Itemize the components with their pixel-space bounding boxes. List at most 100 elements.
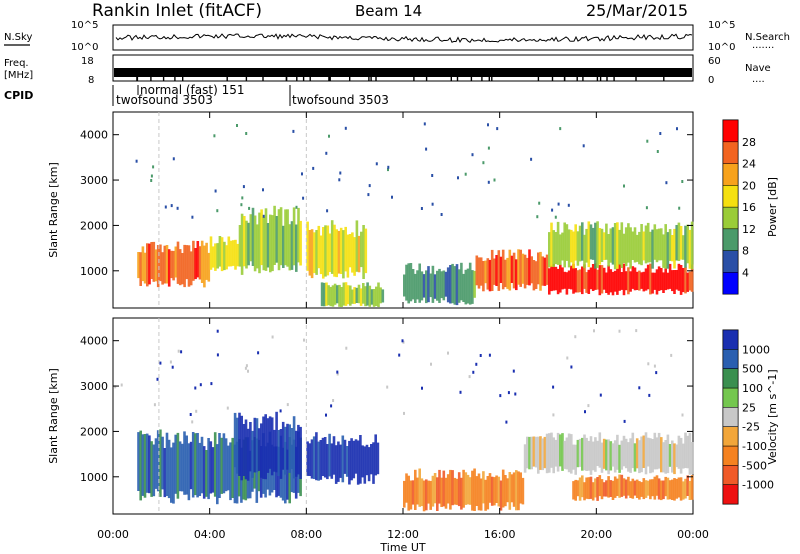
data-cell xyxy=(644,268,648,291)
power-panel: Slant Range [km] 1000 2000 3000 4000 4 8 12 16… xyxy=(47,111,779,309)
data-cell xyxy=(651,439,654,473)
data-cell xyxy=(297,207,300,263)
data-cell xyxy=(344,282,348,306)
data-cell xyxy=(236,243,239,267)
data-cell xyxy=(207,252,211,282)
data-cell xyxy=(444,477,448,509)
data-cell xyxy=(165,245,169,284)
data-cell xyxy=(135,159,138,163)
data-cell xyxy=(143,252,147,284)
data-cell xyxy=(436,477,439,511)
data-cell xyxy=(431,475,435,507)
data-cell xyxy=(299,220,302,266)
data-cell xyxy=(515,470,518,511)
data-cell xyxy=(635,479,639,498)
data-cell xyxy=(333,283,337,305)
data-cell xyxy=(600,228,604,262)
cpid-segment-2: normal (fast) 151 xyxy=(140,83,244,97)
data-cell xyxy=(666,272,670,290)
data-cell xyxy=(551,208,554,212)
data-cell xyxy=(330,220,334,274)
x-tick-label: 04:00 xyxy=(194,528,226,541)
data-cell xyxy=(195,409,198,413)
data-cell xyxy=(472,370,475,374)
colorbar-segment xyxy=(722,206,739,230)
data-cell xyxy=(665,181,668,185)
data-cell xyxy=(421,386,423,390)
data-cell xyxy=(360,231,363,268)
data-cell xyxy=(240,415,243,481)
data-cell xyxy=(686,475,689,496)
data-cell xyxy=(386,385,389,389)
data-cell xyxy=(238,412,241,476)
data-cell xyxy=(362,283,365,304)
data-cell xyxy=(479,257,483,286)
data-cell xyxy=(226,406,229,410)
data-cell xyxy=(455,264,459,306)
data-cell xyxy=(246,428,250,481)
data-cell xyxy=(185,245,189,280)
velocity-colorbar-label: Velocity [m s^-1] xyxy=(766,369,779,464)
data-cell xyxy=(240,213,244,275)
data-cell xyxy=(159,244,162,282)
data-cell xyxy=(582,144,585,148)
data-cell xyxy=(609,228,613,263)
y-tick-label: 3000 xyxy=(80,380,108,393)
data-cell xyxy=(468,477,472,505)
data-cell xyxy=(486,258,490,290)
data-cell xyxy=(572,481,575,500)
data-cell xyxy=(398,353,401,357)
data-cell xyxy=(690,442,694,475)
data-cell xyxy=(488,259,492,292)
y-tick-label: 3000 xyxy=(80,174,108,187)
data-cell xyxy=(176,206,179,210)
x-tick-label: 12:00 xyxy=(387,528,419,541)
data-cell xyxy=(677,263,681,291)
data-cell xyxy=(574,268,577,293)
data-cell xyxy=(633,480,637,496)
data-cell xyxy=(438,268,441,303)
data-cell xyxy=(425,479,428,511)
data-cell xyxy=(686,224,689,264)
data-cell xyxy=(570,229,573,263)
data-cell xyxy=(660,437,663,473)
data-cell xyxy=(312,436,316,479)
colorbar-segment xyxy=(722,426,739,447)
data-cell xyxy=(262,188,264,192)
data-cell xyxy=(512,472,516,507)
data-cell xyxy=(618,264,621,291)
data-cell xyxy=(541,256,544,286)
noise-trace xyxy=(115,33,693,43)
data-cell xyxy=(496,127,499,131)
data-cell xyxy=(690,264,694,292)
data-cell xyxy=(181,443,184,492)
y-tick-label: 2000 xyxy=(80,425,108,438)
data-cell xyxy=(585,228,588,263)
data-cell xyxy=(611,227,615,265)
data-cell xyxy=(430,362,432,366)
data-cell xyxy=(154,249,158,282)
data-cell xyxy=(475,476,479,506)
colorbar-tick-label: 1000 xyxy=(742,343,770,356)
data-cell xyxy=(189,413,192,416)
data-cell xyxy=(602,232,606,260)
data-cell xyxy=(651,272,654,294)
data-cell xyxy=(342,282,346,306)
data-cell xyxy=(299,426,302,479)
data-cell xyxy=(655,371,658,375)
data-cell xyxy=(688,432,692,475)
data-cell xyxy=(431,174,434,177)
beam-title: Beam 14 xyxy=(355,2,422,20)
data-cell xyxy=(374,434,377,476)
data-cell xyxy=(333,224,336,277)
data-cell xyxy=(150,441,153,497)
data-cell xyxy=(552,385,555,389)
data-cell xyxy=(572,263,575,294)
data-cell xyxy=(543,257,547,286)
data-cell xyxy=(587,269,591,294)
data-cell xyxy=(427,480,430,504)
data-cell xyxy=(618,444,621,473)
data-cell xyxy=(561,433,564,471)
data-cell xyxy=(315,432,318,481)
noise-left-tick-top: 10^5 xyxy=(71,20,98,31)
